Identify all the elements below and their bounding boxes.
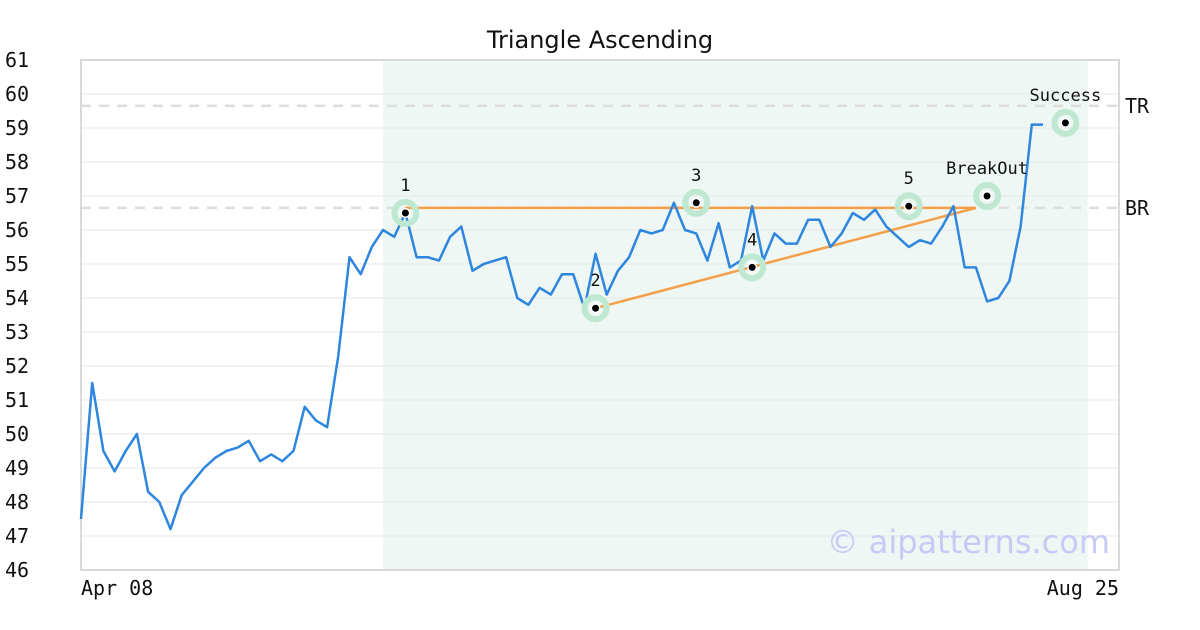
- y-tick-label: 50: [5, 422, 29, 446]
- marker-label: 5: [904, 169, 914, 189]
- marker-halo: [738, 253, 767, 282]
- marker-label: 2: [590, 271, 600, 291]
- y-tick-label: 47: [5, 524, 29, 548]
- pattern-region: [383, 60, 1088, 570]
- y-tick-label: 59: [5, 116, 29, 140]
- y-tick-label: 52: [5, 354, 29, 378]
- y-tick-label: 61: [5, 48, 29, 72]
- markers-layer: 1 2 3 4 5 BreakOut Success: [391, 86, 1102, 323]
- marker-label: 1: [400, 176, 410, 196]
- y-tick-label: 46: [5, 558, 29, 582]
- marker-dot: [748, 263, 756, 271]
- marker-dot: [905, 202, 913, 210]
- marker-label: 3: [691, 166, 701, 186]
- marker-label: BreakOut: [946, 159, 1028, 179]
- y-tick-label: 54: [5, 286, 29, 310]
- y-tick-label: 60: [5, 82, 29, 106]
- y-tick-label: 51: [5, 388, 29, 412]
- marker-dot: [692, 199, 700, 207]
- marker-label: Success: [1030, 86, 1102, 106]
- x-tick-label: Aug 25: [1047, 576, 1119, 600]
- marker-dot: [1061, 119, 1069, 127]
- y-tick-label: 58: [5, 150, 29, 174]
- marker-halo: [894, 192, 923, 221]
- marker-halo: [391, 199, 420, 227]
- marker-halo: [1051, 108, 1080, 137]
- chart-title: Triangle Ascending: [486, 26, 713, 54]
- y-tick-label: 57: [5, 184, 29, 208]
- plot-frame: [80, 59, 1120, 571]
- marker-dot: [401, 209, 409, 217]
- grid-layer: [81, 59, 1119, 571]
- marker-label: 4: [747, 230, 757, 250]
- marker-halo: [581, 294, 610, 323]
- marker-halo: [682, 188, 711, 217]
- marker-dot: [983, 192, 991, 200]
- trend-lines-layer: [405, 206, 977, 310]
- support-trend-line: [595, 206, 977, 310]
- level-label-tr: TR: [1125, 94, 1150, 118]
- y-tick-label: 56: [5, 218, 29, 242]
- x-tick-label: Apr 08: [81, 576, 153, 600]
- y-tick-label: 55: [5, 252, 29, 276]
- price-series-line: [79, 123, 1043, 531]
- price-line-layer: [79, 123, 1043, 531]
- y-tick-label: 53: [5, 320, 29, 344]
- level-label-br: BR: [1125, 196, 1150, 220]
- watermark: © aipatterns.com: [827, 523, 1110, 561]
- pattern-region-layer: [383, 60, 1088, 570]
- y-tick-label: 49: [5, 456, 29, 480]
- marker-dot: [592, 304, 600, 312]
- marker-halo: [973, 182, 1002, 210]
- y-tick-label: 48: [5, 490, 29, 514]
